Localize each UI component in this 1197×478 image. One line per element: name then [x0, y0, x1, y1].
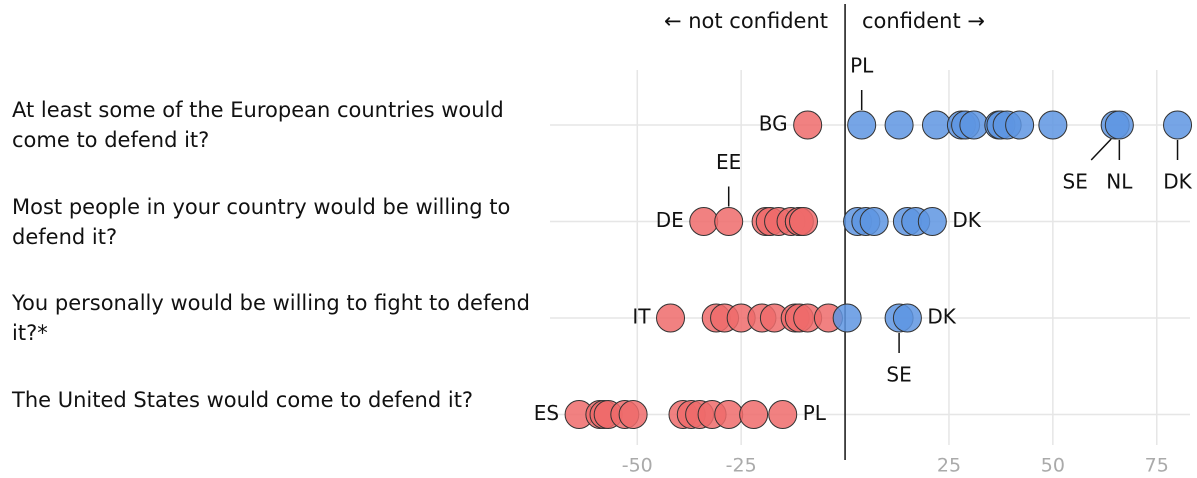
dot — [1038, 110, 1068, 140]
dot — [1104, 110, 1134, 140]
dot — [921, 110, 951, 140]
row-label: You personally would be willing to fight… — [12, 291, 530, 345]
point-label: SE — [1063, 170, 1088, 194]
x-tick-label: 25 — [937, 455, 961, 477]
point-label: PL — [850, 54, 874, 78]
label-leader — [1090, 138, 1112, 161]
dot — [892, 303, 922, 333]
dot — [793, 110, 823, 140]
point-label: DK — [952, 208, 981, 232]
dot — [884, 110, 914, 140]
point-label: ES — [534, 401, 559, 425]
point-label: EE — [716, 150, 741, 174]
point-label: BG — [759, 112, 788, 136]
dot — [739, 400, 769, 429]
dot — [768, 400, 798, 429]
right-header: confident → — [862, 9, 985, 33]
dot — [859, 207, 889, 236]
point-label: SE — [886, 363, 911, 387]
point-label: DK — [1163, 170, 1192, 194]
dot — [847, 110, 877, 140]
x-tick-label: -50 — [622, 455, 653, 477]
point-label: NL — [1106, 170, 1133, 194]
dot — [656, 303, 686, 333]
dot — [1005, 110, 1035, 140]
left-header: ← not confident — [664, 9, 828, 33]
dot — [714, 207, 744, 236]
point-label: DK — [927, 305, 956, 329]
row-label: Most people in your country would be wil… — [12, 194, 511, 249]
x-tick-label: 75 — [1145, 455, 1169, 477]
dot — [789, 207, 819, 236]
dot — [832, 303, 862, 333]
row-label: The United States would come to defend i… — [12, 387, 474, 412]
point-label: IT — [632, 305, 651, 329]
dot — [689, 207, 719, 236]
point-label: PL — [803, 401, 827, 425]
x-tick-label: -25 — [726, 455, 757, 477]
x-tick-label: 50 — [1041, 455, 1065, 477]
row-label: At least some of the European countries … — [12, 98, 504, 152]
dot — [714, 400, 744, 429]
point-label: DE — [656, 208, 684, 232]
dot — [618, 400, 648, 429]
dot — [959, 110, 989, 140]
dot — [1163, 110, 1193, 140]
dot — [917, 207, 947, 236]
